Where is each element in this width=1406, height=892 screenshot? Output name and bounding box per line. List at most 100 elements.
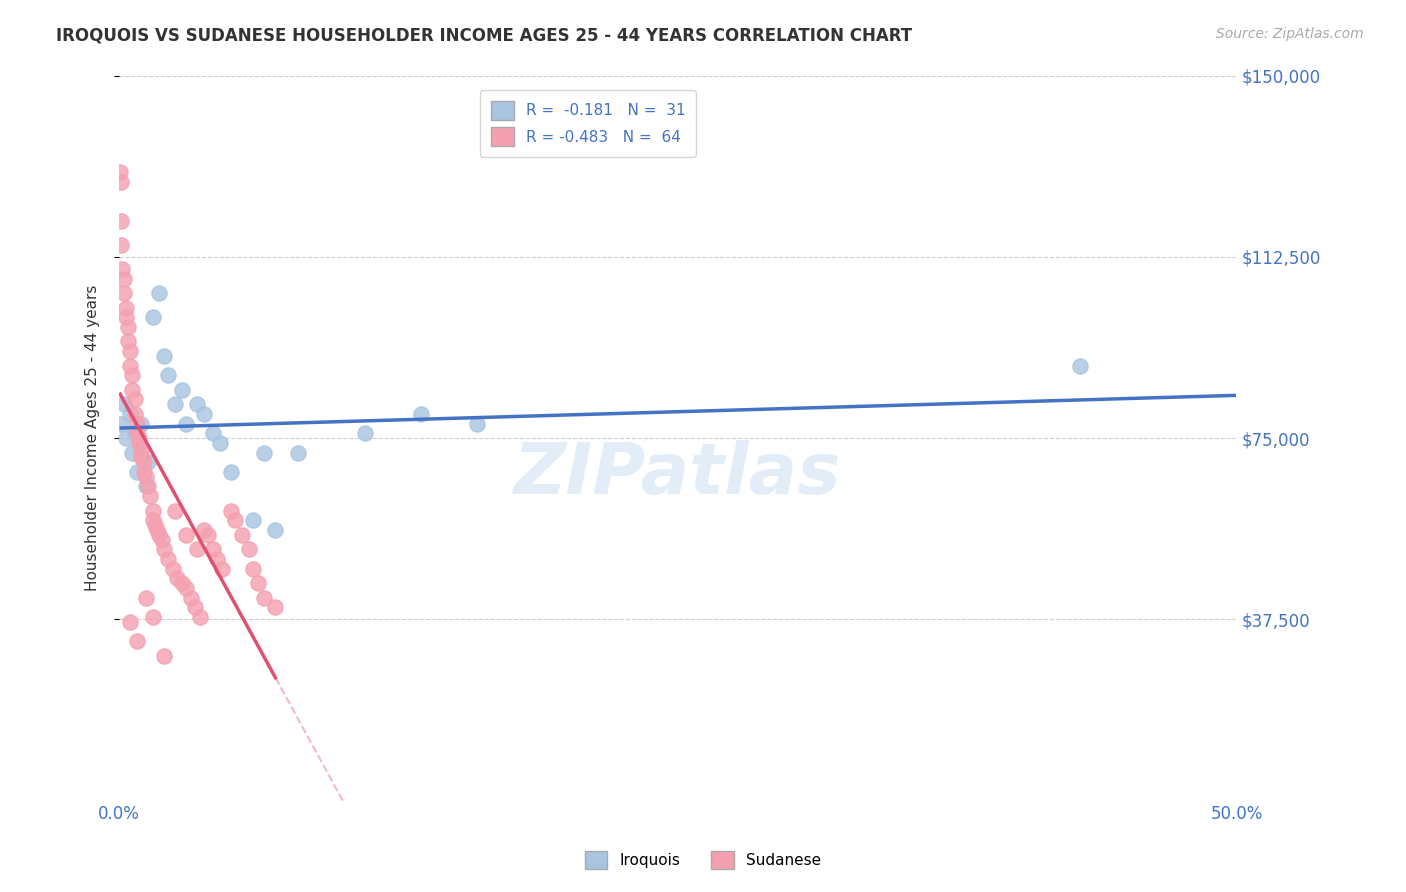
Point [131,417,153,431]
Point [193,407,215,421]
Point [354,426,377,441]
Point [120,407,142,421]
Point [120,344,142,359]
Point [131,445,153,459]
Point [128,436,150,450]
Point [124,407,146,421]
Y-axis label: Householder Income Ages 25 - 44 years: Householder Income Ages 25 - 44 years [86,285,100,591]
Point [139,489,162,503]
Point [148,286,170,301]
Point [170,383,193,397]
Point [211,561,233,575]
Point [110,237,132,252]
Point [186,397,208,411]
Point [110,175,132,189]
Point [120,359,142,373]
Point [238,542,260,557]
Point [152,349,174,363]
Point [174,581,197,595]
Legend: R =  -0.181   N =  31, R = -0.483   N =  64: R = -0.181 N = 31, R = -0.483 N = 64 [481,90,696,157]
Point [150,533,173,547]
Point [125,417,148,431]
Point [132,465,155,479]
Point [114,301,136,315]
Point [111,261,134,276]
Point [132,455,155,469]
Point [174,417,197,431]
Point [188,610,211,624]
Point [110,417,132,431]
Point [112,271,135,285]
Point [136,455,159,469]
Point [143,518,166,533]
Point [186,542,208,557]
Point [231,527,253,541]
Point [114,431,136,445]
Point [1069,359,1091,373]
Point [242,561,264,575]
Point [201,542,224,557]
Point [174,527,197,541]
Point [152,648,174,663]
Point [114,310,136,325]
Point [112,286,135,301]
Point [121,445,143,459]
Point [124,392,146,407]
Point [142,610,165,624]
Point [125,426,148,441]
Point [124,426,146,441]
Point [117,334,139,349]
Point [108,165,131,179]
Point [152,542,174,557]
Point [136,479,159,493]
Point [125,634,148,648]
Point [184,600,207,615]
Text: IROQUOIS VS SUDANESE HOUSEHOLDER INCOME AGES 25 - 44 YEARS CORRELATION CHART: IROQUOIS VS SUDANESE HOUSEHOLDER INCOME … [56,27,912,45]
Point [117,319,139,334]
Point [166,571,188,585]
Point [142,513,165,527]
Point [142,310,165,325]
Point [287,445,309,459]
Point [131,450,153,465]
Point [120,615,142,629]
Point [163,503,186,517]
Point [162,561,184,575]
Point [193,523,215,537]
Point [264,600,287,615]
Point [207,552,229,566]
Point [264,523,287,537]
Point [253,445,276,459]
Point [246,576,269,591]
Point [135,591,157,605]
Legend: Iroquois, Sudanese: Iroquois, Sudanese [578,845,828,875]
Point [142,503,165,517]
Point [253,591,276,605]
Point [208,436,231,450]
Point [128,436,150,450]
Point [197,527,219,541]
Point [157,552,180,566]
Point [201,426,224,441]
Point [112,397,135,411]
Point [224,513,246,527]
Point [121,383,143,397]
Point [128,431,150,445]
Point [110,213,132,227]
Point [163,397,186,411]
Point [242,513,264,527]
Text: ZIPatlas: ZIPatlas [515,440,841,508]
Point [219,503,242,517]
Point [148,527,170,541]
Point [465,417,488,431]
Point [170,576,193,591]
Point [219,465,242,479]
Point [125,465,148,479]
Point [180,591,202,605]
Point [135,469,157,483]
Point [146,523,169,537]
Point [121,368,143,383]
Point [135,479,157,493]
Point [409,407,432,421]
Text: Source: ZipAtlas.com: Source: ZipAtlas.com [1216,27,1364,41]
